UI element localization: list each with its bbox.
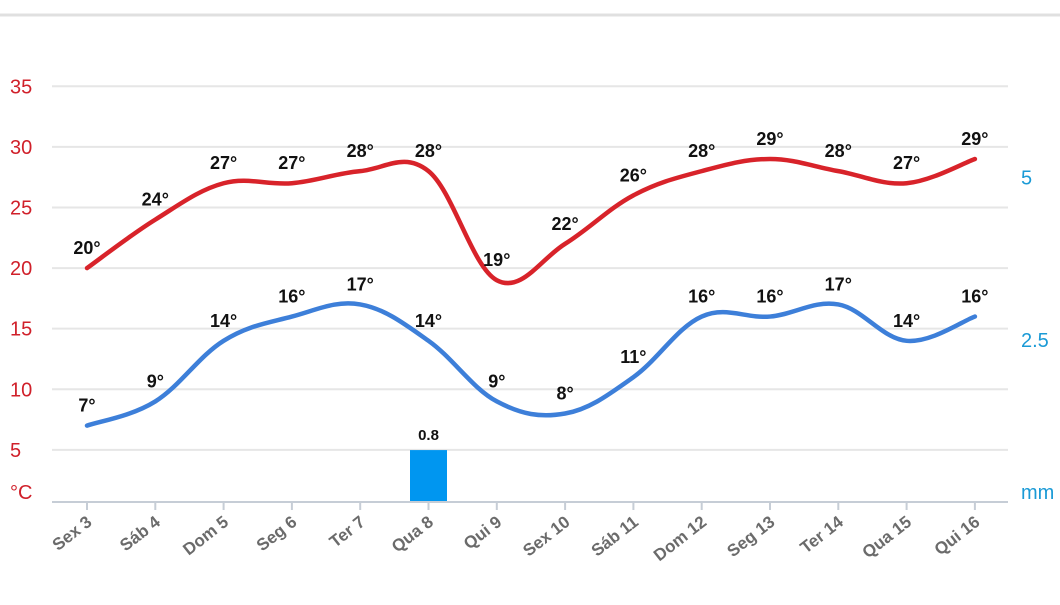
max-temperature-label: 27° — [893, 153, 920, 173]
max-temperature-label: 26° — [620, 165, 647, 185]
x-axis-tick-label: Sáb 11 — [588, 512, 642, 560]
x-axis: Sex 3 Sáb 4 Dom 5 Seg 6 Ter 7 Qua 8 Qui 9 Sex 1… — [49, 501, 1008, 565]
min-temperature-label: 16° — [278, 287, 305, 307]
max-temperature-label: 28° — [415, 141, 442, 161]
min-temperature-label: 17° — [347, 274, 374, 294]
x-axis-tick-label: Sáb 4 — [116, 512, 164, 555]
max-temperature-label: 27° — [210, 153, 237, 173]
x-axis-tick-label: Ter 14 — [797, 512, 848, 557]
precipitation-bar — [410, 450, 447, 502]
max-temperature-label: 28° — [688, 141, 715, 161]
x-axis-tick-label: Seg 13 — [724, 512, 779, 561]
min-temperature-label: 9° — [147, 371, 164, 391]
min-temperature-label: 17° — [825, 274, 852, 294]
x-axis-tick-label: Seg 6 — [253, 512, 300, 555]
max-temperature-line — [84, 156, 978, 286]
left-axis-tick-label: 15 — [10, 319, 32, 341]
min-temperature-label: 16° — [756, 287, 783, 307]
max-temperature-label: 28° — [347, 141, 374, 161]
gridlines — [52, 85, 1008, 451]
min-temperature-label: 8° — [556, 384, 573, 404]
right-axis-tick-label: 5 — [1021, 168, 1032, 190]
right-axis-tick-label: 2.5 — [1021, 330, 1049, 352]
x-axis-tick-label: Qua 8 — [388, 512, 437, 556]
max-temperature-label: 19° — [483, 250, 510, 270]
max-temperature-label: 20° — [73, 238, 100, 258]
left-axis-tick-label: 30 — [10, 137, 32, 159]
min-temperature-label: 14° — [893, 311, 920, 331]
min-temperature-label: 14° — [210, 311, 237, 331]
left-axis-tick-label: 5 — [10, 440, 21, 462]
precipitation-bars: 0.8 — [410, 427, 447, 502]
right-axis-precipitation: 52.5 — [1021, 168, 1049, 352]
x-axis-tick-label: Dom 12 — [650, 512, 710, 565]
x-axis-tick-label: Sex 10 — [519, 512, 573, 560]
left-axis-tick-label: 10 — [10, 379, 32, 401]
max-temperature-label: 24° — [142, 190, 169, 210]
min-temperature-line — [84, 301, 978, 428]
min-temperature-label: 7° — [78, 396, 95, 416]
data-labels: 20° 24° 27° 27° 28° 28° 19° 22° 26° 28° 29° 28° 27° 2… — [73, 129, 988, 416]
max-temperature-label: 29° — [961, 129, 988, 149]
min-temperature-label: 16° — [961, 287, 988, 307]
max-temperature-label: 28° — [825, 141, 852, 161]
max-temperature-label: 27° — [278, 153, 305, 173]
min-temperature-label: 14° — [415, 311, 442, 331]
x-axis-tick-label: Qui 9 — [460, 512, 505, 553]
x-axis-tick-label: Qui 16 — [931, 512, 984, 559]
left-axis-tick-label: 20 — [10, 258, 32, 280]
max-temperature-label: 22° — [551, 214, 578, 234]
left-axis-tick-label: 25 — [10, 197, 32, 219]
x-axis-tick-label: Dom 5 — [179, 512, 232, 559]
min-temperature-label: 9° — [488, 371, 505, 391]
x-axis-tick-label: Sex 3 — [49, 512, 96, 554]
bar-value-label: 0.8 — [418, 427, 439, 444]
min-temperature-label: 11° — [620, 347, 646, 367]
x-axis-tick-label: Qua 15 — [859, 512, 915, 562]
left-axis-temperature: 35 30 25 20 15 10 5 — [10, 76, 32, 462]
right-axis-unit: mm — [1021, 482, 1054, 504]
max-temperature-label: 29° — [756, 129, 783, 149]
left-axis-unit: °C — [10, 482, 32, 504]
min-temperature-label: 16° — [688, 287, 715, 307]
left-axis-tick-label: 35 — [10, 76, 32, 98]
temperature-lines — [84, 156, 978, 428]
x-axis-tick-label: Ter 7 — [326, 512, 369, 551]
